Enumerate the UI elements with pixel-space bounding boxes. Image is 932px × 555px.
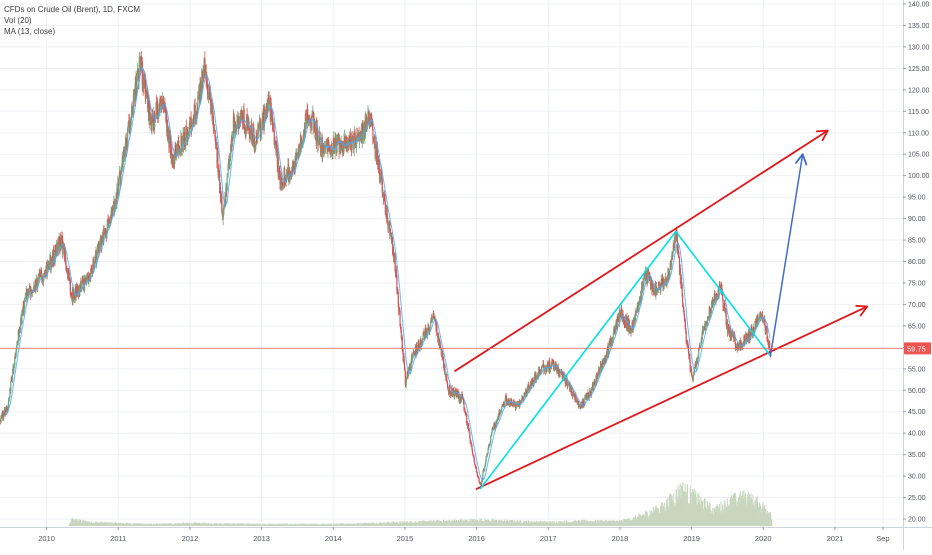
candle-body: [171, 147, 172, 154]
candle-body: [404, 368, 405, 372]
candle-body: [70, 279, 71, 291]
candle-body: [484, 466, 485, 469]
candle-body: [691, 374, 692, 376]
volume-bar: [771, 522, 772, 526]
candle-body: [619, 310, 620, 313]
candle-body: [154, 123, 155, 128]
candle-body: [398, 292, 399, 304]
candle-body: [675, 242, 676, 243]
volume-bar: [772, 525, 773, 526]
candle-body: [243, 109, 244, 124]
candle-body: [396, 269, 397, 275]
candle-body: [157, 101, 158, 115]
candle-body: [686, 331, 687, 341]
candle-body: [221, 196, 222, 212]
candle-body: [643, 279, 644, 283]
candle-body: [142, 61, 143, 84]
candle-body: [10, 382, 11, 391]
candle-body: [613, 334, 614, 339]
candle-body: [406, 380, 407, 386]
candle-body: [227, 177, 228, 190]
candle-body: [490, 436, 491, 443]
candle-body: [479, 478, 480, 482]
candle-body: [293, 161, 294, 165]
